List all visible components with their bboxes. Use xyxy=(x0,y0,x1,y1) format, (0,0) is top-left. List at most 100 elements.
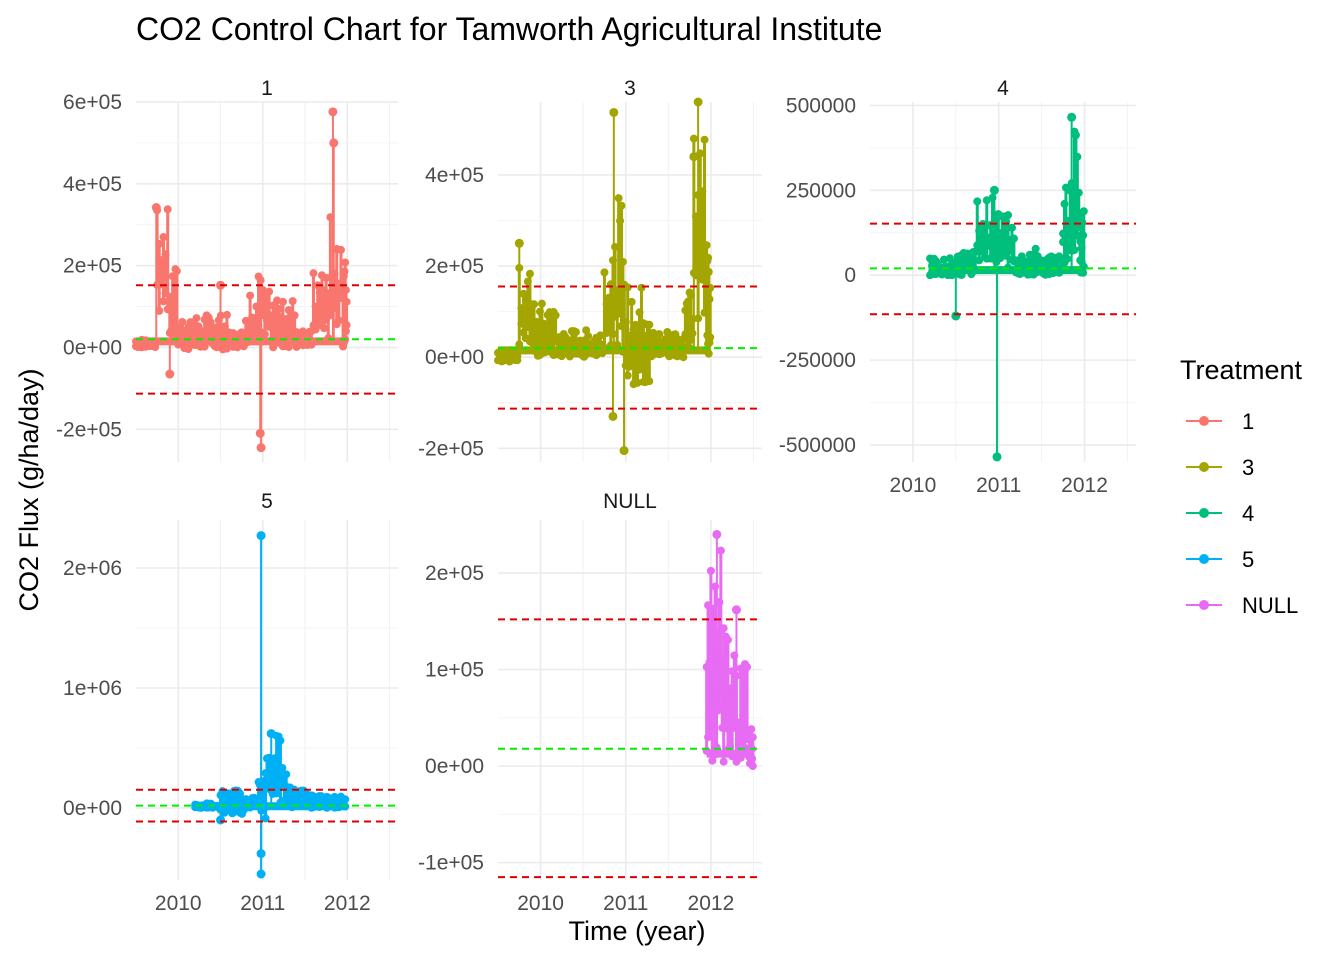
data-point xyxy=(711,582,720,591)
data-point xyxy=(341,795,350,804)
data-point xyxy=(514,238,524,248)
data-point xyxy=(256,531,266,541)
data-point xyxy=(1063,254,1072,263)
data-point xyxy=(265,287,274,296)
data-point xyxy=(216,815,226,825)
panel-5: 5 0e+00 1e+06 2e+06 2010 2011 2012 xyxy=(63,490,398,915)
y-tick-label: 0e+00 xyxy=(425,346,484,369)
data-point xyxy=(951,311,961,321)
y-tick-label: 0 xyxy=(844,264,856,287)
data-point xyxy=(655,330,664,339)
legend-label: 4 xyxy=(1242,501,1254,526)
data-point xyxy=(256,869,266,879)
y-tick-label: 0e+00 xyxy=(63,797,122,820)
legend-key-point xyxy=(1199,416,1209,426)
data-point xyxy=(151,203,161,213)
data-point xyxy=(342,321,351,330)
y-tick-label: 0e+00 xyxy=(425,755,484,778)
x-tick-label: 2010 xyxy=(890,474,937,497)
y-tick-label: 6e+05 xyxy=(63,91,122,114)
data-point xyxy=(513,356,522,365)
data-point xyxy=(973,197,982,206)
data-point xyxy=(184,345,193,354)
panel-strip-label: 3 xyxy=(624,77,636,100)
data-point xyxy=(1031,244,1040,253)
series-1 xyxy=(132,107,351,453)
panel-strip-label: 4 xyxy=(997,77,1009,100)
data-point xyxy=(702,241,711,250)
data-point xyxy=(731,605,741,615)
data-point xyxy=(309,269,318,278)
data-point xyxy=(688,329,697,338)
gridlines xyxy=(870,102,1136,462)
legend-item: NULL xyxy=(1186,593,1298,618)
data-point xyxy=(530,300,539,309)
gridlines xyxy=(498,520,762,880)
series-4 xyxy=(926,112,1088,462)
y-tick-label: -2e+05 xyxy=(418,437,484,460)
data-point xyxy=(290,311,299,320)
data-point xyxy=(596,331,605,340)
data-point xyxy=(163,205,172,214)
y-tick-label: 250000 xyxy=(786,179,856,202)
data-point xyxy=(748,762,757,771)
data-point xyxy=(288,297,297,306)
data-point xyxy=(342,297,351,306)
data-point xyxy=(719,757,728,766)
legend-label: 1 xyxy=(1242,409,1254,434)
facet-panels: 1 -2e+05 0e+00 2e+05 4e+05 6e+05 3 -2e+05 0e+00 2… xyxy=(56,77,1136,915)
y-tick-label: 0e+00 xyxy=(63,336,122,359)
x-tick-label: 2011 xyxy=(240,892,285,915)
data-point xyxy=(617,201,626,210)
x-tick-label: 2012 xyxy=(1061,474,1108,497)
data-point xyxy=(609,107,619,117)
data-point xyxy=(706,333,715,342)
data-point xyxy=(633,378,642,387)
data-point xyxy=(329,138,339,148)
data-point xyxy=(706,283,715,292)
x-tick-label: 2012 xyxy=(324,892,371,915)
legend-title: Treatment xyxy=(1180,355,1303,385)
data-point xyxy=(551,311,560,320)
data-point xyxy=(320,324,329,333)
data-point xyxy=(278,297,287,306)
y-tick-label: 2e+05 xyxy=(425,255,484,278)
chart-title: CO2 Control Chart for Tamworth Agricultu… xyxy=(136,11,882,47)
legend: Treatment 1 3 4 5 NULL xyxy=(1180,355,1303,618)
legend-key-point xyxy=(1199,554,1209,564)
data-point xyxy=(284,306,293,315)
data-point xyxy=(716,546,725,555)
data-point xyxy=(261,814,270,823)
data-point xyxy=(246,291,255,300)
data-point xyxy=(637,283,646,292)
y-tick-label: 1e+05 xyxy=(425,659,484,682)
data-point xyxy=(1007,223,1016,232)
data-point xyxy=(165,369,175,379)
legend-item: 5 xyxy=(1186,547,1254,572)
x-tick-label: 2011 xyxy=(976,474,1021,497)
data-point xyxy=(531,317,540,326)
data-point xyxy=(1067,112,1077,122)
data-point xyxy=(255,428,265,438)
panel-strip-label: NULL xyxy=(603,490,657,513)
data-point xyxy=(619,446,629,456)
series-3 xyxy=(494,97,715,456)
y-tick-label: 1e+06 xyxy=(63,677,122,700)
data-point xyxy=(222,310,231,319)
data-point xyxy=(206,318,215,327)
legend-item: 4 xyxy=(1186,501,1254,526)
panel-4: 4 -500000 -250000 0 250000 500000 2010 2011 2012 xyxy=(779,77,1136,497)
data-point xyxy=(1073,152,1082,161)
data-point xyxy=(256,443,266,453)
y-tick-label: -250000 xyxy=(779,349,856,372)
legend-item: 3 xyxy=(1186,455,1254,480)
legend-item: 1 xyxy=(1186,409,1254,434)
data-point xyxy=(618,257,627,266)
y-tick-label: 4e+05 xyxy=(425,164,484,187)
data-point xyxy=(322,273,331,282)
data-point xyxy=(178,317,187,326)
data-point xyxy=(708,756,717,765)
data-point xyxy=(1009,234,1018,243)
data-point xyxy=(341,286,350,295)
